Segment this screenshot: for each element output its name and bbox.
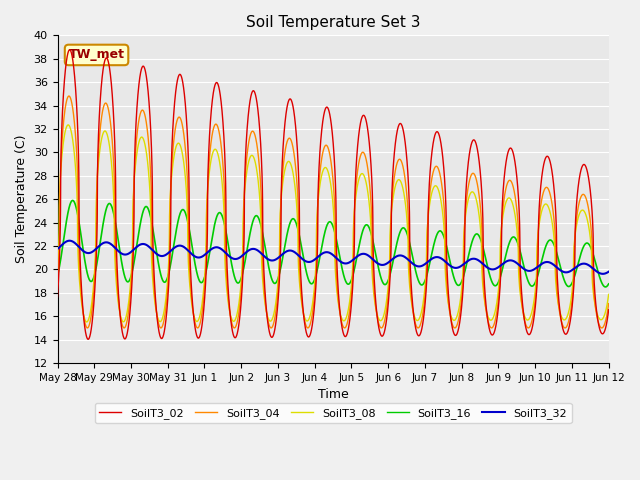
SoilT3_04 — [582, 194, 589, 200]
SoilT3_08 — [472, 196, 480, 202]
SoilT3_04 — [54, 281, 61, 287]
SoilT3_16 — [575, 259, 582, 264]
Y-axis label: Soil Temperature (C): Soil Temperature (C) — [15, 135, 28, 264]
Line: SoilT3_04: SoilT3_04 — [58, 96, 609, 328]
SoilT3_02 — [472, 141, 480, 146]
SoilT3_04 — [605, 301, 612, 307]
SoilT3_08 — [83, 319, 90, 325]
SoilT3_32 — [456, 264, 464, 269]
SoilT3_04 — [65, 93, 73, 99]
SoilT3_08 — [582, 211, 589, 217]
SoilT3_02 — [575, 179, 582, 185]
SoilT3_16 — [605, 281, 612, 287]
SoilT3_32 — [582, 261, 589, 267]
SoilT3_08 — [241, 185, 249, 191]
SoilT3_02 — [457, 314, 465, 320]
SoilT3_08 — [605, 291, 612, 297]
Line: SoilT3_32: SoilT3_32 — [58, 240, 609, 274]
SoilT3_04 — [315, 187, 323, 193]
SoilT3_04 — [575, 202, 582, 207]
Line: SoilT3_08: SoilT3_08 — [58, 125, 609, 322]
SoilT3_02 — [66, 47, 74, 53]
SoilT3_32 — [575, 263, 582, 268]
SoilT3_32 — [599, 271, 607, 277]
SoilT3_16 — [54, 272, 61, 278]
Line: SoilT3_16: SoilT3_16 — [58, 201, 609, 287]
SoilT3_04 — [241, 180, 249, 185]
SoilT3_16 — [241, 260, 249, 265]
SoilT3_02 — [84, 336, 92, 342]
SoilT3_08 — [457, 296, 465, 302]
SoilT3_08 — [575, 213, 582, 218]
SoilT3_02 — [605, 307, 612, 312]
Text: TW_met: TW_met — [68, 48, 125, 61]
SoilT3_04 — [472, 176, 480, 181]
SoilT3_02 — [582, 163, 589, 169]
SoilT3_16 — [602, 284, 609, 290]
X-axis label: Time: Time — [317, 388, 348, 401]
SoilT3_32 — [472, 256, 480, 262]
SoilT3_02 — [315, 178, 323, 183]
SoilT3_16 — [472, 231, 480, 237]
Legend: SoilT3_02, SoilT3_04, SoilT3_08, SoilT3_16, SoilT3_32: SoilT3_02, SoilT3_04, SoilT3_08, SoilT3_… — [95, 403, 572, 423]
SoilT3_04 — [457, 305, 465, 311]
SoilT3_08 — [54, 271, 61, 277]
SoilT3_02 — [241, 169, 249, 175]
SoilT3_08 — [315, 194, 323, 200]
SoilT3_32 — [315, 253, 323, 259]
SoilT3_16 — [582, 241, 589, 247]
SoilT3_08 — [65, 122, 72, 128]
SoilT3_16 — [315, 262, 323, 267]
SoilT3_04 — [268, 325, 275, 331]
SoilT3_32 — [241, 251, 249, 256]
SoilT3_16 — [68, 198, 76, 204]
SoilT3_02 — [54, 294, 61, 300]
Title: Soil Temperature Set 3: Soil Temperature Set 3 — [246, 15, 420, 30]
SoilT3_32 — [54, 246, 61, 252]
Line: SoilT3_02: SoilT3_02 — [58, 50, 609, 339]
SoilT3_32 — [66, 238, 74, 243]
SoilT3_32 — [605, 269, 612, 275]
SoilT3_16 — [456, 281, 464, 287]
